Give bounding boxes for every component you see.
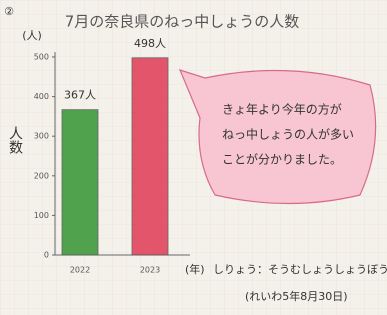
y-unit: (人) <box>22 29 42 42</box>
annotation-line: きょ年より今年の方が <box>222 102 342 117</box>
x-tick-label: 2023 <box>140 266 160 275</box>
y-tick-label: 300 <box>34 132 49 141</box>
y-tick-label: 500 <box>34 53 49 62</box>
y-tick-label: 0 <box>44 251 49 260</box>
y-tick-label: 100 <box>34 211 49 220</box>
bar <box>132 58 168 255</box>
value-label: 498人 <box>134 37 166 50</box>
bar <box>62 110 98 255</box>
figure-number: ② <box>4 5 14 18</box>
x-unit: (年) <box>185 262 205 276</box>
annotation-line: ねっ中しょうの人が多い <box>222 127 354 142</box>
annotation-line: ことが分かりました。 <box>222 152 342 167</box>
chart: ② 7月の奈良県のねっ中しょうの人数 (人) 人数 (年) しりょう：そうむしょ… <box>0 0 387 315</box>
y-tick-label: 400 <box>34 92 49 101</box>
y-axis-title: 人数 <box>7 126 23 154</box>
date: (れいわ5年8月30日) <box>245 289 348 303</box>
x-tick-label: 2022 <box>70 266 90 275</box>
source: しりょう：そうむしょうしょうぼうちょ <box>213 263 387 276</box>
chart-title: 7月の奈良県のねっ中しょうの人数 <box>65 13 300 31</box>
y-tick-label: 200 <box>34 171 49 180</box>
value-label: 367人 <box>64 89 96 102</box>
